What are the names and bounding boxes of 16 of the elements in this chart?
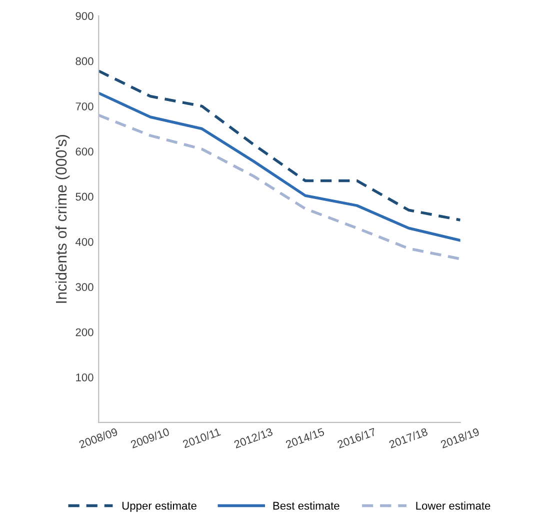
y-tick-label: 200 bbox=[76, 328, 94, 336]
legend-label: Lower estimate bbox=[416, 502, 490, 510]
legend-label: Upper estimate bbox=[122, 502, 196, 512]
y-tick-label: 100 bbox=[76, 373, 94, 382]
y-tick-label: 600 bbox=[76, 148, 94, 156]
y-tick-label: 500 bbox=[76, 192, 94, 201]
y-tick-label: 300 bbox=[76, 283, 94, 292]
y-axis-title: Incidents of crime (000's) bbox=[55, 134, 70, 303]
y-tick-label: 800 bbox=[76, 57, 94, 66]
legend-label: Best estimate bbox=[273, 502, 340, 510]
line-series bbox=[98, 70, 460, 222]
y-tick-label: 700 bbox=[76, 102, 94, 110]
y-tick-label: 400 bbox=[76, 238, 94, 246]
line-series bbox=[98, 92, 460, 242]
y-tick-label: 900 bbox=[76, 12, 94, 20]
line-series bbox=[98, 114, 460, 260]
